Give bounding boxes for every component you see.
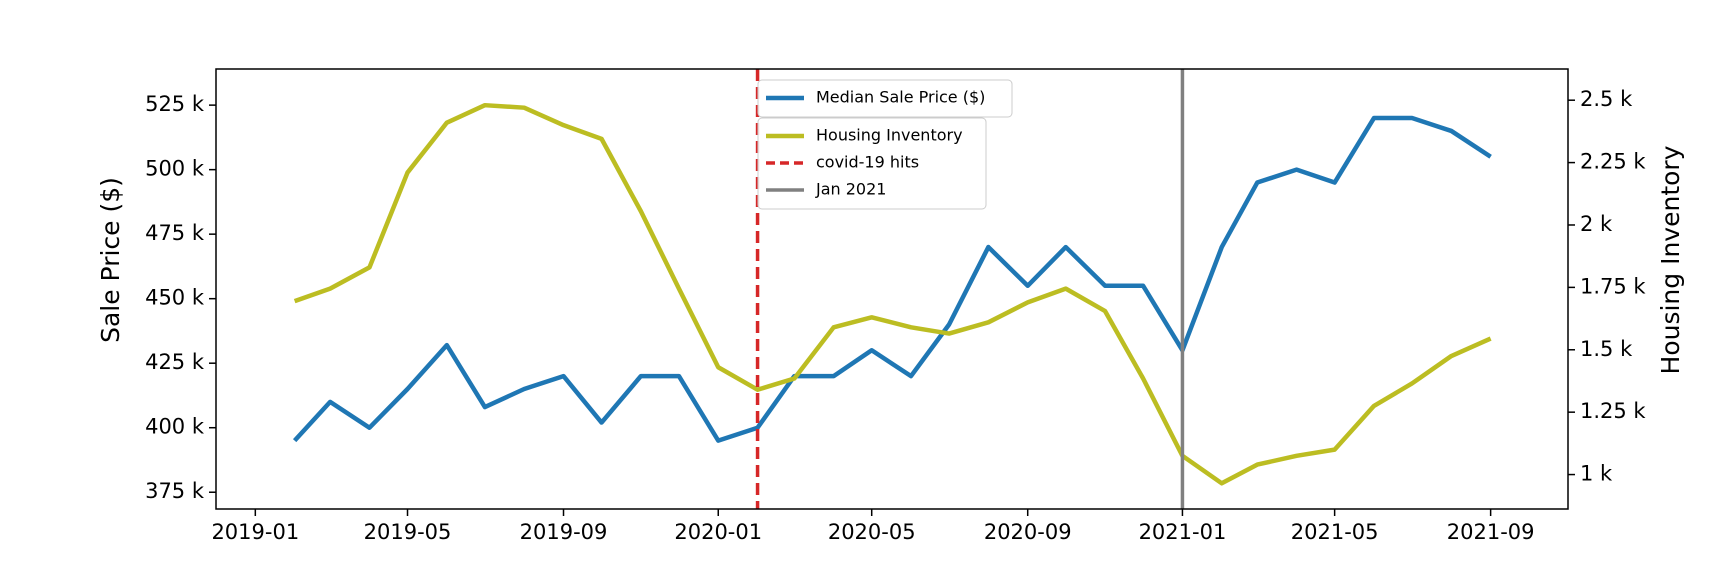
y-tick-label: 400 k (145, 415, 205, 439)
series-line (293, 102, 1492, 486)
x-tick-label: 2021-01 (1139, 520, 1227, 544)
y-tick-label: 450 k (145, 286, 205, 310)
y-tick-label: 500 k (145, 157, 205, 181)
y2-tick-label: 1.5 k (1580, 337, 1633, 361)
y-tick-label: 375 k (145, 479, 205, 503)
x-tick-label: 2020-05 (828, 520, 916, 544)
legend-label: Jan 2021 (815, 180, 886, 199)
y2-tick-label: 2 k (1580, 212, 1613, 236)
legend-label: Housing Inventory (816, 126, 963, 145)
y2-tick-label: 1.25 k (1580, 399, 1646, 423)
y2-axis-label: Housing Inventory (1656, 145, 1685, 374)
legend-label: covid-19 hits (816, 153, 919, 172)
legend-label: Median Sale Price ($) (816, 88, 985, 107)
y2-tick-label: 1 k (1580, 462, 1613, 486)
series-line (292, 115, 1492, 443)
y-tick-label: 525 k (145, 92, 205, 116)
y2-tick-label: 2.5 k (1580, 87, 1633, 111)
legend-box (757, 117, 987, 210)
x-tick-label: 2020-09 (984, 520, 1072, 544)
legend-box (757, 79, 1013, 118)
plot-frame (215, 68, 1569, 510)
x-tick-label: 2019-05 (364, 520, 452, 544)
x-tick-label: 2020-01 (674, 520, 762, 544)
y2-tick-label: 2.25 k (1580, 150, 1646, 174)
x-tick-label: 2021-05 (1291, 520, 1379, 544)
y-axis-label: Sale Price ($) (96, 177, 125, 343)
x-tick-label: 2019-09 (520, 520, 608, 544)
x-tick-label: 2021-09 (1447, 520, 1535, 544)
x-tick-label: 2019-01 (211, 520, 299, 544)
y-tick-label: 425 k (145, 350, 205, 374)
y-tick-label: 475 k (145, 221, 205, 245)
y2-tick-label: 1.75 k (1580, 274, 1646, 298)
